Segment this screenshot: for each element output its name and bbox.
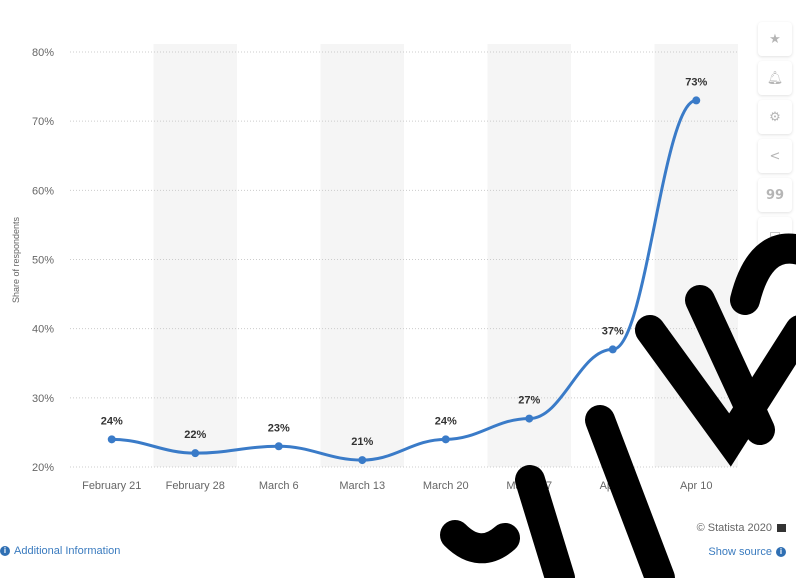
- data-point: [608, 345, 617, 354]
- band-5: [487, 44, 571, 467]
- additional-information-label: Additional Information: [14, 545, 121, 557]
- y-tick-label: 70%: [32, 116, 54, 128]
- x-tick-label: Apr 10: [680, 480, 712, 492]
- y-tick-label: 30%: [32, 393, 54, 405]
- x-axis-ticks: February 21 February 28 March 6 March 13 Mar…: [82, 480, 712, 492]
- credit-text: © Statista 2020: [696, 522, 772, 534]
- additional-information-link[interactable]: i Additional Information: [0, 545, 120, 557]
- data-point: [107, 435, 116, 444]
- y-axis-label: Share of respondents: [11, 216, 21, 303]
- alternating-bands: [153, 44, 738, 467]
- band-7: [654, 44, 738, 467]
- star-icon[interactable]: ★: [758, 22, 792, 56]
- y-tick-label: 50%: [32, 255, 54, 267]
- data-point: [692, 96, 701, 105]
- show-source-label: Show source: [708, 546, 772, 558]
- data-label: 21%: [351, 436, 373, 448]
- y-tick-label: 40%: [32, 324, 54, 336]
- x-tick-label: March 6: [259, 480, 299, 492]
- data-point: [358, 456, 367, 465]
- y-tick-label: 20%: [32, 462, 54, 474]
- data-label: 37%: [602, 325, 624, 337]
- data-labels: 24% 22% 23% 21% 24% 27% 37% 73%: [101, 76, 708, 448]
- x-tick-label: February 28: [166, 480, 225, 492]
- y-tick-label: 80%: [32, 47, 54, 59]
- x-tick-label: March 20: [423, 480, 469, 492]
- data-points: [107, 96, 701, 465]
- y-tick-label: 60%: [32, 185, 54, 197]
- data-label: 23%: [268, 422, 290, 434]
- share-icon[interactable]: <: [758, 139, 792, 173]
- band-3: [320, 44, 404, 467]
- data-label: 22%: [184, 429, 206, 441]
- data-point: [525, 414, 534, 423]
- x-tick-label: March 13: [339, 480, 385, 492]
- x-tick-label: February 21: [82, 480, 141, 492]
- x-tick-label: Apr 3: [600, 480, 626, 492]
- info-icon: i: [776, 547, 786, 557]
- band-1: [153, 44, 237, 467]
- print-icon[interactable]: ▭: [758, 217, 792, 251]
- quote-icon[interactable]: 99: [758, 178, 792, 212]
- bell-icon[interactable]: 🔔︎: [758, 61, 792, 95]
- gridlines: [70, 51, 738, 468]
- statista-credit: © Statista 2020: [697, 522, 786, 534]
- data-point: [274, 442, 283, 451]
- chart-toolbar: ★ 🔔︎ ⚙ < 99 ▭: [755, 22, 795, 251]
- flag-icon[interactable]: [777, 524, 786, 532]
- show-source-link[interactable]: Show source i: [708, 546, 786, 558]
- data-label: 73%: [685, 76, 707, 88]
- data-point: [191, 449, 200, 458]
- data-label: 24%: [101, 415, 123, 427]
- data-label: 24%: [435, 415, 457, 427]
- gear-icon[interactable]: ⚙: [758, 100, 792, 134]
- data-point: [441, 435, 450, 444]
- x-tick-label: March 27: [506, 480, 552, 492]
- y-axis-ticks: 20% 30% 40% 50% 60% 70% 80%: [32, 47, 54, 474]
- info-icon: i: [0, 546, 10, 556]
- data-label: 27%: [518, 395, 540, 407]
